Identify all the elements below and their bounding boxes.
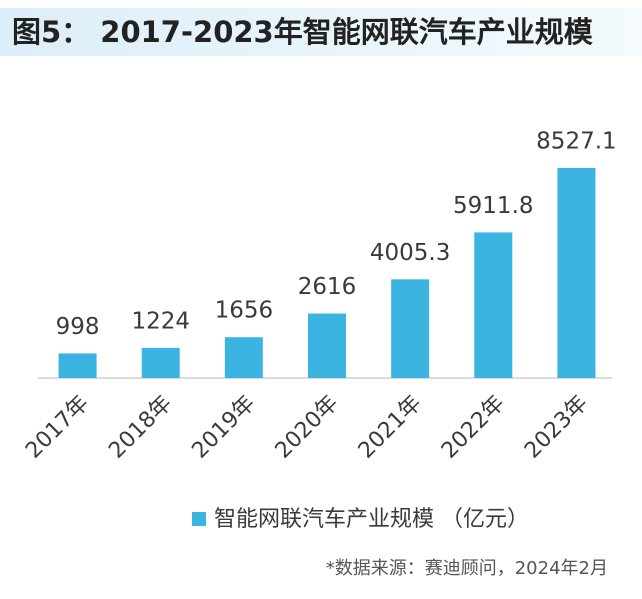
x-tick-label: 2017年 — [21, 391, 94, 464]
bar — [58, 353, 97, 378]
source-note: *数据来源：赛迪顾问，2024年2月 — [326, 558, 608, 579]
value-label: 4005.3 — [370, 240, 450, 266]
x-tick-label: 2023年 — [520, 391, 593, 464]
x-tick-label: 2020年 — [271, 391, 344, 464]
bar — [308, 313, 346, 378]
bar — [224, 337, 263, 378]
x-tick-label: 2019年 — [188, 391, 261, 464]
legend-label: 智能网联汽车产业规模 （亿元） — [214, 507, 529, 532]
x-tick-label: 2022年 — [437, 391, 510, 464]
x-tick-label: 2018年 — [104, 391, 177, 464]
bar — [557, 168, 596, 378]
value-label: 1224 — [131, 308, 190, 334]
chart-title: 图5： 2017-2023年智能网联汽车产业规模 — [12, 15, 594, 49]
title-band — [0, 8, 642, 56]
value-label: 8527.1 — [536, 129, 616, 155]
value-label: 1656 — [215, 298, 274, 324]
value-label: 2616 — [298, 274, 357, 300]
x-tick-label: 2021年 — [354, 391, 427, 464]
value-label: 998 — [56, 314, 100, 340]
value-label: 5911.8 — [453, 193, 533, 219]
bar — [391, 279, 430, 378]
bar — [474, 232, 513, 378]
legend-swatch — [192, 512, 206, 526]
bar — [141, 347, 180, 378]
